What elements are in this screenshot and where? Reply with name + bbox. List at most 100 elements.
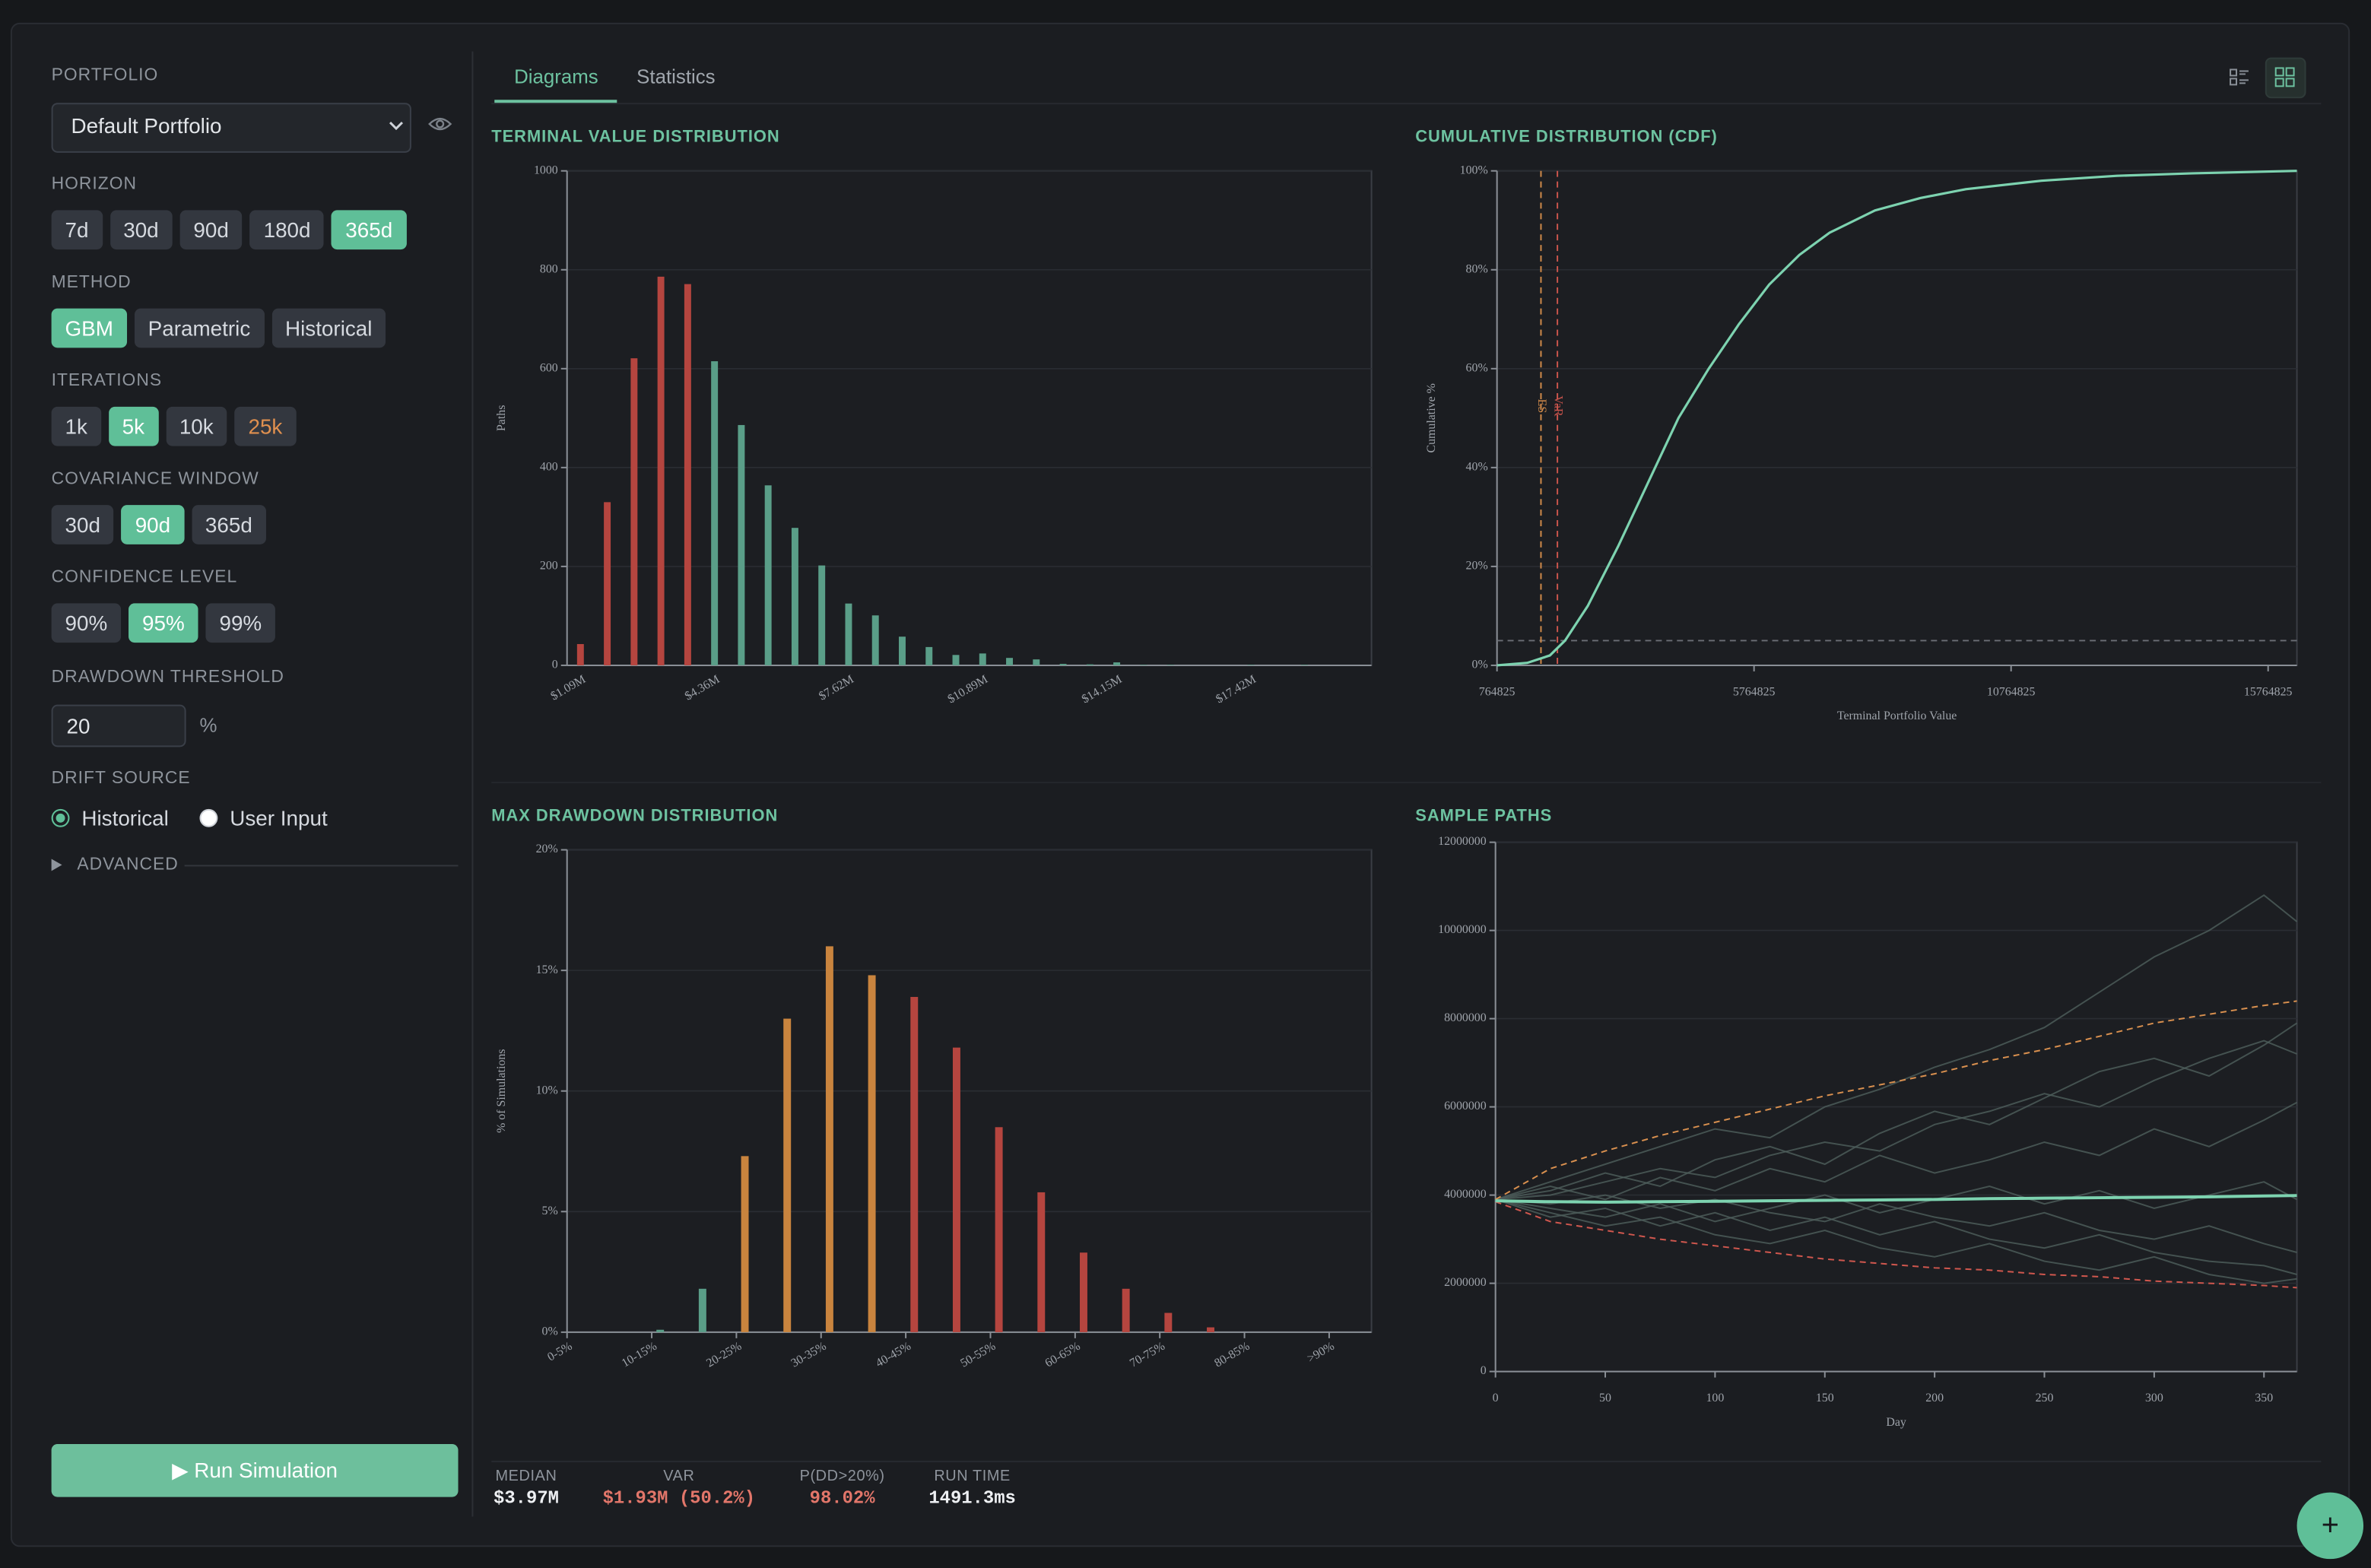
x-tick-label: 20-25% [704,1340,744,1370]
stat-label: VAR [663,1468,695,1485]
option-button[interactable]: 10k [165,406,227,446]
x-tick-label: $4.36M [683,673,722,703]
threshold-input[interactable]: 20 [51,704,186,747]
option-button[interactable]: 25k [234,406,297,446]
button-group: 1k 5k 10k 25k [51,406,297,446]
stat-value: $1.93M (50.2%) [602,1487,756,1509]
bar [684,284,691,665]
plot-frame [1496,170,2298,666]
option-button[interactable]: 30d [110,210,173,250]
x-tick-label: 60-65% [1043,1340,1083,1370]
line [1495,1040,2297,1201]
y-tick-label: 20% [536,843,558,855]
option-button[interactable]: 95% [129,603,198,643]
option-button[interactable]: 30d [51,505,114,544]
section-label: ITERATIONS [51,372,163,391]
bar [979,653,986,665]
bar [657,276,665,665]
bar [604,502,611,665]
bar [576,643,584,665]
option-button[interactable]: GBM [51,308,127,348]
x-tick-label: 50 [1599,1392,1611,1405]
bar [764,485,772,665]
stats-separator [491,1460,2322,1462]
section-label: METHOD [51,273,132,292]
stat-value: 1491.3ms [928,1487,1016,1509]
x-tick-label: $1.09M [548,673,588,703]
line [1495,894,2298,1201]
bar [1059,663,1067,665]
y-tick-label: 80% [1466,262,1488,275]
option-button[interactable]: 90d [121,505,185,544]
x-tick-label: 5764825 [1733,685,1776,698]
bar [783,1018,792,1332]
bar [871,615,879,665]
x-tick-label: 150 [1816,1392,1834,1405]
option-button[interactable]: 365d [191,505,266,544]
radio[interactable] [199,808,218,827]
line [1497,170,2297,667]
section-label: DRIFT SOURCE [51,770,191,789]
tab[interactable]: Diagrams [514,65,598,88]
portfolio-select[interactable] [51,103,411,153]
x-tick-label: 764825 [1479,685,1516,698]
bar [711,361,719,665]
radio-label[interactable]: Historical [81,805,169,830]
run-button[interactable]: ▶ Run Simulation [51,1444,459,1497]
x-tick-label: $14.15M [1080,673,1125,706]
option-button[interactable]: 7d [51,210,103,250]
x-tick-label: $10.89M [945,673,990,706]
section-label: COVARIANCE WINDOW [51,470,259,489]
option-button[interactable]: 180d [249,210,325,250]
add-button[interactable]: + [2296,1492,2364,1560]
x-axis-label: Terminal Portfolio Value [1837,709,1957,722]
bar [1113,662,1121,665]
option-button[interactable]: 90d [179,210,243,250]
bar [868,975,876,1332]
sidebar-divider [471,51,474,1517]
button-group: 7d 30d 90d 180d 365d [51,210,407,250]
annotation-label: ES [1535,399,1548,414]
bar [741,1156,749,1332]
chart-title: MAX DRAWDOWN DISTRIBUTION [491,806,778,825]
x-tick-label: 80-85% [1212,1340,1252,1370]
chart-title: TERMINAL VALUE DISTRIBUTION [491,127,779,146]
grid-view-button[interactable] [2265,57,2306,99]
option-button[interactable]: 99% [205,603,276,643]
line [1495,1201,2297,1289]
tab[interactable]: Statistics [636,65,716,88]
y-tick-label: 20% [1466,560,1488,573]
option-button[interactable]: Historical [271,308,386,348]
chart-title: CUMULATIVE DISTRIBUTION (CDF) [1415,127,1718,146]
y-tick-label: 100% [1460,163,1488,176]
y-tick-label: 400 [540,461,558,474]
grid-view-icon [2274,67,2295,87]
section-label: DRAWDOWN THRESHOLD [51,668,284,687]
option-button[interactable]: Parametric [134,308,265,348]
bar [630,358,638,665]
option-button[interactable]: 365d [332,210,407,250]
option-button[interactable]: 1k [51,406,101,446]
x-tick-label: 0 [1493,1392,1499,1405]
y-tick-label: 5% [542,1205,558,1217]
bar [1080,1252,1087,1332]
y-axis-label: % of Simulations [495,1049,508,1133]
option-button[interactable]: 5k [108,406,158,446]
advanced-caret[interactable] [50,857,65,872]
tab-underline [494,100,617,103]
y-tick-label: 8000000 [1444,1011,1487,1024]
advanced-toggle[interactable]: ADVANCED [77,855,179,874]
eye-icon[interactable] [428,113,452,135]
bar [995,1127,1003,1332]
radio[interactable] [51,808,70,827]
y-tick-label: 2000000 [1444,1276,1487,1289]
radio-label[interactable]: User Input [230,805,328,830]
x-tick-label: $17.42M [1214,673,1259,706]
x-tick-label: 15764825 [2244,685,2293,698]
bar [1164,1312,1173,1332]
plot-frame [566,170,1373,666]
option-button[interactable]: 90% [51,603,122,643]
list-view-icon[interactable] [2227,65,2252,90]
section-label: CONFIDENCE LEVEL [51,568,238,587]
